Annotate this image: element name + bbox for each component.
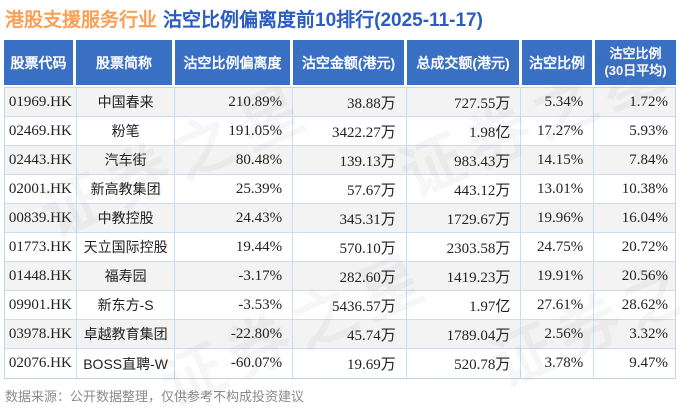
short-amount-cell: 45.74万 [293,320,407,348]
deviation-cell: 24.43% [175,204,294,232]
data-source-note: 数据来源：公开数据整理，仅供参考不构成投资建议 [5,389,305,404]
short-amount-cell: 19.69万 [293,349,407,378]
deviation-cell: -60.07% [175,349,294,378]
stock-code-cell: 01773.HK [5,233,77,261]
short-amount-cell: 5436.57万 [293,291,407,319]
page-title: 港股支援服务行业 沽空比例偏离度前10排行(2025-11-17) [5,5,483,32]
turnover-cell: 1789.04万 [407,320,522,348]
column-header-short-ratio-30d: 沽空比例 (30日平均) [595,40,676,85]
short-ratio-30d-cell: 5.93% [629,122,668,139]
short-ratio-30d-cell: 20.72% [621,238,668,255]
column-header-short-ratio: 沽空比例 [522,40,595,85]
table-row: 02469.HK 粉笔 191.05% 3422.27万 1.98亿 17.27% 5.93… [5,117,675,146]
table-row: 00839.HK 中教控股 24.43% 345.31万 1729.67万 19.96% 1… [5,204,675,233]
short-ratio-cell: 19.91% [521,262,595,290]
stock-code-cell: 02076.HK [5,349,77,378]
stock-name-cell: 粉笔 [77,117,176,145]
short-ratio-cell: 5.34% [521,88,595,116]
short-ratio-30d-cell: 20.56% [621,267,668,284]
column-header-stock-code: 股票代码 [4,40,76,85]
table-row: 01448.HK 福寿园 -3.17% 282.60万 1419.23万 19.91% 20… [5,262,675,291]
column-header-stock-name: 股票简称 [76,40,175,85]
deviation-cell: 25.39% [175,175,294,203]
short-ratio-cell: 27.61% [521,291,595,319]
stock-name-cell: 卓越教育集团 [77,320,176,348]
short-sale-ranking-table: 股票代码 股票简称 沽空比例偏离度 沽空金额(港元) 总成交额(港元) 沽空比例… [4,40,676,379]
short-ratio-30d-cell: 28.62% [621,296,668,313]
stock-name-cell: 天立国际控股 [77,233,176,261]
stock-name-cell: 中国春来 [77,88,176,116]
column-header-short-ratio-30d-line1: 沽空比例 [609,46,662,62]
table-row: 01773.HK 天立国际控股 19.44% 570.10万 2303.58万 24.75… [5,233,675,262]
short-ratio-cell: 19.96% [521,204,595,232]
short-ratio-30d-cell: 9.47% [629,355,668,371]
stock-name-cell: 中教控股 [77,204,176,232]
deviation-cell: -3.17% [175,262,294,290]
short-ratio-cell: 13.01% [521,175,595,203]
table-row: 03978.HK 卓越教育集团 -22.80% 45.74万 1789.04万 2.56%… [5,320,675,349]
stock-code-cell: 01448.HK [5,262,77,290]
turnover-cell: 1.97亿 [407,291,522,319]
table-row: 01969.HK 中国春来 210.89% 38.88万 727.55万 5.34% 1.7… [5,88,675,117]
table-row: 02443.HK 汽车街 80.48% 139.13万 983.43万 14.15% 7.8… [5,146,675,175]
short-ratio-cell: 14.15% [521,146,595,174]
short-ratio-cell: 3.78% [521,349,595,378]
deviation-cell: -22.80% [175,320,294,348]
column-header-turnover: 总成交额(港元) [407,40,522,85]
stock-name-cell: 新高教集团 [77,175,176,203]
deviation-cell: 210.89% [175,88,294,116]
deviation-cell: 80.48% [175,146,294,174]
table-row: 02076.HK BOSS直聘-W -60.07% 19.69万 520.78万 3.78… [5,349,675,378]
short-amount-cell: 282.60万 [293,262,407,290]
turnover-cell: 1729.67万 [407,204,522,232]
short-ratio-30d-cell: 7.84% [629,151,668,168]
stock-code-cell: 02001.HK [5,175,77,203]
turnover-cell: 727.55万 [407,88,522,116]
short-amount-cell: 3422.27万 [293,117,407,145]
stock-code-cell: 09901.HK [5,291,77,319]
short-amount-cell: 345.31万 [293,204,407,232]
turnover-cell: 1419.23万 [407,262,522,290]
turnover-cell: 2303.58万 [407,233,522,261]
column-header-deviation: 沽空比例偏离度 [175,40,293,85]
stock-code-cell: 00839.HK [5,204,77,232]
turnover-cell: 983.43万 [407,146,522,174]
short-ratio-cell: 2.56% [521,320,595,348]
short-ratio-30d-cell: 16.04% [621,209,668,226]
short-ratio-30d-cell: 10.38% [621,180,668,197]
stock-name-cell: 福寿园 [77,262,176,290]
short-ratio-cell: 24.75% [521,233,595,261]
table-header-row: 股票代码 股票简称 沽空比例偏离度 沽空金额(港元) 总成交额(港元) 沽空比例… [4,40,676,85]
stock-code-cell: 01969.HK [5,88,77,116]
table-row: 02001.HK 新高教集团 25.39% 57.67万 443.12万 13.01% 10… [5,175,675,204]
column-header-short-amount: 沽空金额(港元) [293,40,407,85]
turnover-cell: 520.78万 [407,349,522,378]
short-amount-cell: 38.88万 [293,88,407,116]
short-amount-cell: 57.67万 [293,175,407,203]
title-sector-name: 港股支援服务行业 [5,10,158,31]
deviation-cell: 191.05% [175,117,294,145]
stock-code-cell: 02443.HK [5,146,77,174]
stock-code-cell: 03978.HK [5,320,77,348]
turnover-cell: 1.98亿 [407,117,522,145]
column-header-short-ratio-30d-line2: (30日平均) [604,62,667,78]
short-amount-cell: 570.10万 [293,233,407,261]
table-row: 09901.HK 新东方-S -3.53% 5436.57万 1.97亿 27.61% 28… [5,291,675,320]
stock-code-cell: 02469.HK [5,117,77,145]
short-ratio-30d-cell: 3.32% [629,325,668,342]
stock-name-cell: 汽车街 [77,146,176,174]
short-amount-cell: 139.13万 [293,146,407,174]
title-ranking-text: 沽空比例偏离度前10排行(2025-11-17) [163,10,483,31]
short-ratio-cell: 17.27% [521,117,595,145]
turnover-cell: 443.12万 [407,175,522,203]
deviation-cell: -3.53% [175,291,294,319]
short-ratio-30d-cell: 1.72% [629,93,668,110]
table-body: 01969.HK 中国春来 210.89% 38.88万 727.55万 5.34% 1.7… [4,87,676,379]
stock-name-cell: 新东方-S [77,291,176,319]
deviation-cell: 19.44% [175,233,294,261]
stock-name-cell: BOSS直聘-W [77,349,176,378]
